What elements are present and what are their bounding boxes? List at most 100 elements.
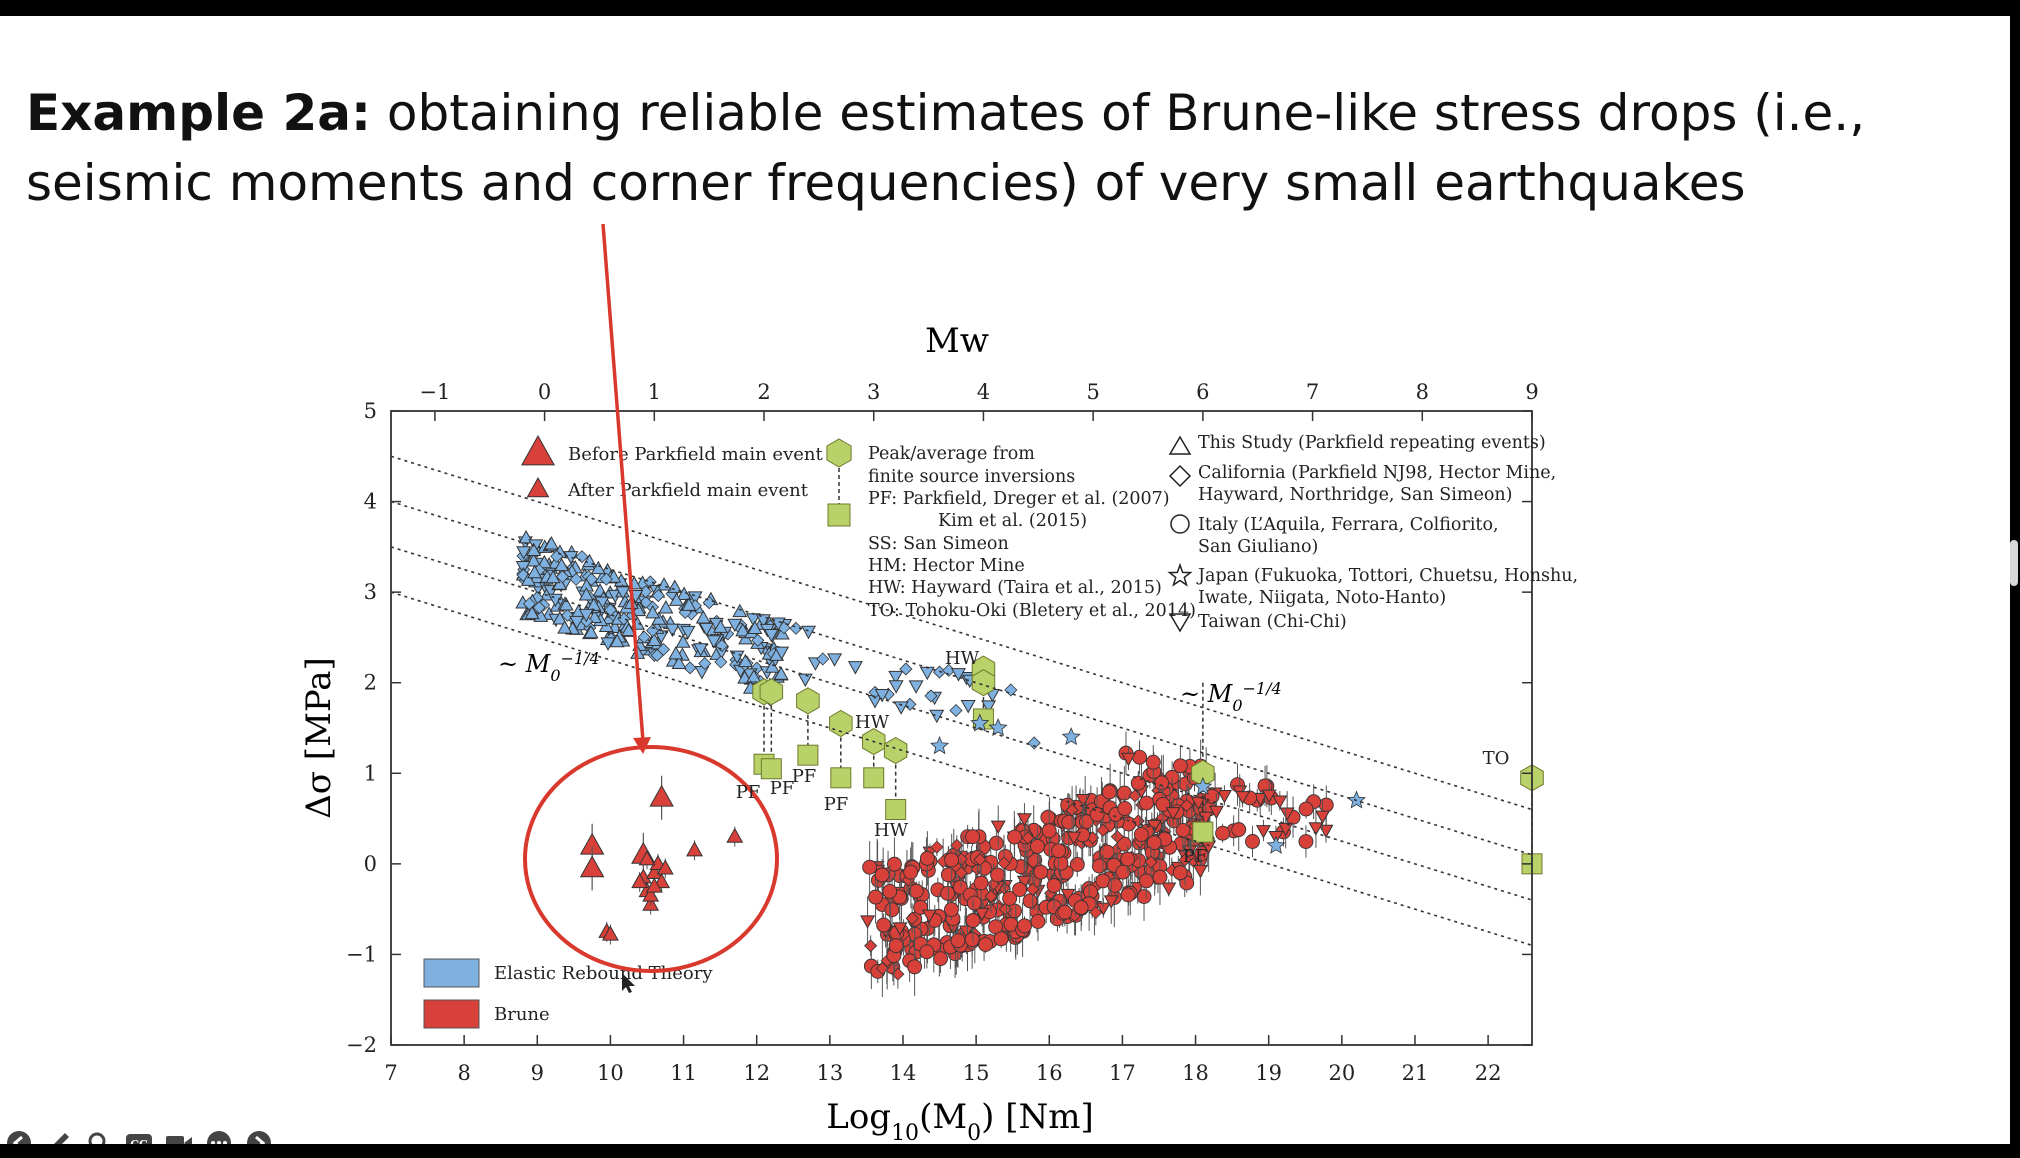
slide-title-rest: obtaining reliable estimates of Brune-li…: [26, 84, 1866, 212]
zoom-button[interactable]: [84, 1128, 114, 1144]
blue-inverted-triangle-point: [888, 680, 904, 694]
japan-star-point: [1193, 776, 1213, 796]
red-circle-point: [1136, 889, 1152, 904]
y-tick-label: 5: [364, 399, 377, 423]
red-circle-point: [1053, 855, 1069, 871]
next-slide-button[interactable]: [244, 1128, 274, 1144]
y-tick-label: 2: [364, 671, 377, 695]
video-camera-icon: [166, 1136, 192, 1144]
after-parkfield-triangle: [656, 859, 674, 875]
blue-inverted-triangle-point: [847, 661, 863, 675]
blue-inverted-triangle-point: [919, 666, 935, 681]
red-circle-point: [1040, 809, 1056, 825]
red-circle-point: [940, 867, 956, 883]
red-circle-point: [1107, 877, 1123, 893]
pen-tool-button[interactable]: [44, 1128, 74, 1144]
red-arrow-line: [601, 223, 645, 742]
subtitles-button[interactable]: CC: [124, 1128, 154, 1144]
blue-diamond-point: [569, 572, 583, 586]
red-diamond-point: [1180, 798, 1194, 813]
red-inverted-triangle-point: [1103, 895, 1119, 909]
top-tick-label: 8: [1416, 380, 1429, 404]
red-inverted-triangle-point: [1278, 822, 1294, 837]
blue-inverted-triangle-point: [797, 673, 813, 688]
blue-inverted-triangle-point: [516, 546, 532, 560]
x-tick-label: 22: [1475, 1061, 1502, 1085]
red-circle-point: [1298, 834, 1314, 849]
after-parkfield-triangle: [645, 877, 663, 893]
red-circle-point: [1138, 873, 1154, 889]
blue-inverted-triangle-point: [569, 615, 585, 630]
red-inverted-triangle-point: [1016, 875, 1032, 890]
red-circle-point: [1046, 878, 1062, 893]
blue-inverted-triangle-point: [578, 608, 594, 623]
point-annotation: HW: [874, 820, 909, 841]
blue-diamond-point: [637, 630, 651, 644]
red-inverted-triangle-point: [1235, 791, 1251, 805]
red-circle-point: [993, 931, 1009, 947]
magnifier-icon: [88, 1132, 106, 1144]
legend-right-entry: San Giuliano): [1198, 537, 1318, 557]
red-circle-point: [965, 829, 981, 845]
after-parkfield-triangle: [638, 850, 656, 866]
slide: Example 2a: obtaining reliable estimates…: [0, 16, 2010, 1144]
point-annotation: HW: [945, 648, 980, 669]
legend-right-entry: California (Parkfield NJ98, Hector Mine,: [1198, 463, 1556, 483]
blue-diamond-point: [651, 589, 665, 603]
japan-star-point: [970, 713, 990, 732]
red-circle-point: [1017, 918, 1032, 934]
finite-source-peak-hexagon: [759, 678, 784, 706]
more-options-button[interactable]: [204, 1128, 234, 1144]
blue-inverted-triangle-point: [981, 700, 997, 714]
blue-triangle-point: [668, 592, 684, 606]
legend-bottom-entry: Brune: [494, 1004, 550, 1025]
slope-label-right: ~ M0−1/4: [1180, 679, 1282, 715]
japan-star-point: [988, 717, 1008, 737]
red-circle-point: [1022, 893, 1038, 909]
red-diamond-point: [1021, 831, 1035, 845]
blue-triangle-point: [557, 620, 573, 634]
red-circle-point: [919, 850, 935, 866]
camera-button[interactable]: [164, 1128, 194, 1144]
red-circle-point: [1245, 834, 1260, 849]
red-circle-point: [950, 933, 966, 949]
slope-label-left: ~ M0−1/4: [498, 649, 600, 685]
after-parkfield-triangle: [631, 872, 649, 889]
blue-inverted-triangle-point: [770, 617, 786, 631]
blue-diamond-point: [646, 624, 660, 638]
top-tick-label: 9: [1525, 380, 1538, 404]
blue-inverted-triangle-point: [687, 591, 703, 605]
blue-triangle-point: [609, 633, 625, 648]
x-tick-label: 19: [1255, 1061, 1282, 1085]
x-tick-label: 16: [1036, 1061, 1063, 1085]
x-tick-label: 8: [457, 1061, 470, 1085]
blue-inverted-triangle-point: [727, 618, 743, 633]
red-circle-point: [952, 879, 968, 895]
red-inverted-triangle-point: [1066, 831, 1082, 846]
blue-diamond-point: [639, 595, 653, 609]
blue-triangle-point: [536, 554, 552, 569]
y-tick-label: 0: [364, 852, 377, 876]
pen-icon: [54, 1133, 69, 1144]
blue-triangle-point: [774, 626, 790, 640]
blue-triangle-point: [645, 604, 661, 619]
top-tick-label: 2: [757, 380, 770, 404]
red-circle-point: [1115, 864, 1131, 880]
red-circle-point: [1130, 775, 1146, 791]
legend-middle-entry: Kim et al. (2015): [938, 511, 1087, 531]
arrow-left-icon: [7, 1131, 31, 1144]
reference-line: [390, 500, 1533, 856]
red-highlight-circle: [523, 745, 779, 973]
legend-triangle-symbol: [1168, 435, 1192, 455]
red-circle-point: [1146, 835, 1162, 851]
previous-slide-button[interactable]: [4, 1128, 34, 1144]
blue-diamond-point: [650, 648, 664, 662]
after-parkfield-triangle: [686, 841, 703, 857]
blue-inverted-triangle-point: [827, 653, 843, 667]
scrollbar-thumb[interactable]: [2010, 540, 2018, 586]
japan-star-point: [1061, 727, 1081, 746]
red-circle-point: [933, 951, 949, 967]
japan-star-point: [1346, 790, 1366, 809]
finite-source-average-square: [797, 744, 819, 766]
